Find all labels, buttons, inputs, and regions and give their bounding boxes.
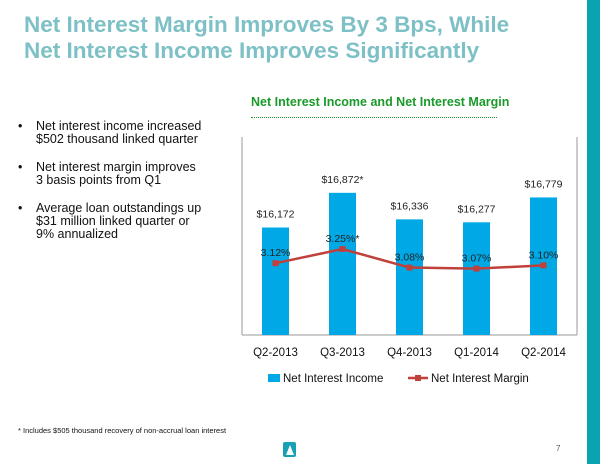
bar-data-label: $16,277 bbox=[458, 203, 496, 215]
line-data-label: 3.10% bbox=[529, 249, 559, 261]
bullet-text: Net interest income increased bbox=[36, 119, 202, 133]
line-data-label: 3.07% bbox=[462, 253, 492, 265]
legend-line-marker bbox=[415, 375, 421, 381]
line-data-label: 3.08% bbox=[395, 252, 425, 264]
line-marker bbox=[339, 246, 346, 253]
bar-net-interest-income bbox=[262, 227, 289, 335]
bullet-text: $502 thousand linked quarter bbox=[36, 132, 198, 146]
bullet-text: 9% annualized bbox=[36, 227, 119, 241]
bullet-item: • Net interest margin improves 3 basis poi… bbox=[18, 160, 196, 187]
bullet-item: • Net interest income increased $502 thous… bbox=[18, 119, 202, 146]
legend-bar-swatch bbox=[268, 374, 280, 382]
bullet-item: • Average loan outstandings up $31 million… bbox=[18, 201, 202, 241]
page-number: 7 bbox=[556, 444, 561, 453]
footnote: * Includes $505 thousand recovery of non… bbox=[18, 426, 227, 435]
chart-title-underline bbox=[251, 117, 497, 118]
bullet-text: Average loan outstandings up bbox=[36, 201, 202, 215]
bar-net-interest-income bbox=[463, 222, 490, 335]
x-tick-label: Q3-2013 bbox=[320, 347, 365, 359]
line-marker bbox=[473, 265, 480, 272]
bar-data-label: $16,779 bbox=[525, 178, 563, 190]
bullet-text: $31 million linked quarter or bbox=[36, 214, 190, 228]
line-marker bbox=[406, 264, 413, 271]
x-tick-label: Q1-2014 bbox=[454, 347, 499, 359]
line-marker bbox=[272, 260, 279, 267]
x-tick-label: Q2-2014 bbox=[521, 347, 566, 359]
company-logo-icon bbox=[283, 442, 296, 457]
chart-title: Net Interest Income and Net Interest Mar… bbox=[251, 95, 510, 109]
bar-data-label: $16,872* bbox=[321, 174, 363, 186]
line-data-label: 3.25%* bbox=[326, 233, 360, 245]
bar-net-interest-income bbox=[396, 219, 423, 335]
bar-data-label: $16,336 bbox=[391, 200, 429, 212]
accent-sidebar bbox=[587, 0, 600, 464]
title-line-2: Net Interest Income Improves Significant… bbox=[24, 38, 480, 63]
line-data-label: 3.12% bbox=[261, 247, 291, 259]
legend-label: Net Interest Margin bbox=[431, 373, 529, 385]
x-tick-label: Q2-2013 bbox=[253, 347, 298, 359]
bullet-text: 3 basis points from Q1 bbox=[36, 173, 162, 187]
bullet-list: • Net interest income increased $502 thous… bbox=[18, 120, 248, 256]
bullet-text: Net interest margin improves bbox=[36, 160, 196, 174]
x-tick-label: Q4-2013 bbox=[387, 347, 432, 359]
bar-net-interest-income bbox=[329, 192, 356, 335]
bar-data-label: $16,172 bbox=[257, 208, 295, 220]
title-line-1: Net Interest Margin Improves By 3 Bps, W… bbox=[24, 12, 510, 37]
page-title: Net Interest Margin Improves By 3 Bps, W… bbox=[24, 12, 584, 64]
line-marker bbox=[540, 262, 547, 269]
legend-label: Net Interest Income bbox=[283, 373, 383, 385]
